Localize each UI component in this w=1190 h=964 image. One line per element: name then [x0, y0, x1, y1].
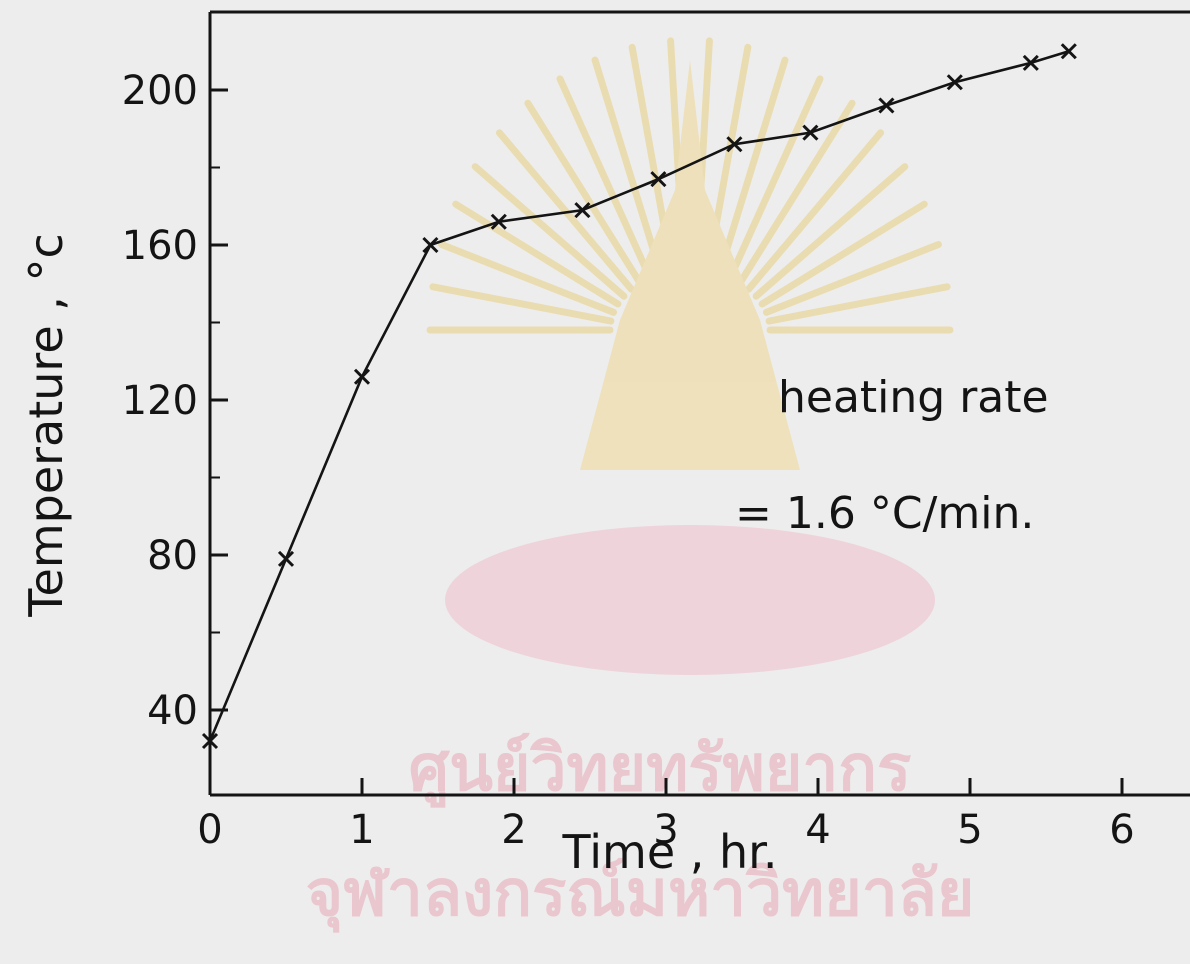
- x-axis-title: Time , hr.: [562, 825, 778, 879]
- watermark-ray: [692, 37, 713, 274]
- data-point-mark: [726, 136, 743, 153]
- series-temperature: [201, 43, 1077, 750]
- data-point-4: [490, 213, 507, 230]
- x-tick-label-1: 1: [349, 807, 374, 853]
- watermark-ray: [715, 56, 789, 278]
- data-point-9: [878, 97, 895, 114]
- x-tick-label-6: 6: [1109, 807, 1134, 853]
- watermark-ray: [667, 37, 688, 274]
- data-point-mark: [878, 97, 895, 114]
- watermark-stupa: [580, 60, 800, 470]
- x-tick-label-5: 5: [957, 807, 982, 853]
- data-point-mark: [1022, 54, 1039, 71]
- watermark-ray: [452, 200, 622, 308]
- watermark-ray: [758, 200, 928, 308]
- x-tick-label-3: 3: [653, 807, 678, 853]
- watermark-line-2: จุฬาลงกรณ์มหาวิทยาลัย: [306, 857, 975, 933]
- data-point-mark: [353, 368, 371, 385]
- annotation-rate-value: = 1.6 °C/min.: [735, 488, 1034, 539]
- watermark-ray: [726, 75, 824, 282]
- data-point-mark: [490, 213, 507, 230]
- watermark-ray: [704, 43, 752, 276]
- watermark-ray: [438, 241, 618, 316]
- data-point-6: [650, 171, 667, 188]
- watermark-emblem: [426, 37, 954, 675]
- watermark-line-1: ศูนย์วิทยทรัพยากร: [409, 732, 912, 808]
- watermark-rays: [426, 37, 954, 334]
- data-point-mark: [802, 124, 819, 141]
- data-point-8: [802, 124, 819, 141]
- data-point-3: [422, 236, 439, 254]
- data-point-7: [726, 136, 743, 153]
- data-point-10: [946, 74, 963, 91]
- plot-frame: [208, 10, 1190, 797]
- data-point-mark: [574, 202, 591, 219]
- watermark-base: [445, 525, 935, 675]
- data-point-11: [1022, 54, 1039, 71]
- data-point-mark: [422, 236, 439, 254]
- watermark-ray: [765, 283, 951, 325]
- y-tick-label-40: 40: [147, 688, 198, 734]
- watermark-ray: [556, 75, 654, 282]
- data-point-mark: [650, 171, 667, 188]
- y-tick-label-200: 200: [122, 68, 198, 114]
- watermark-ray: [752, 163, 909, 300]
- x-tick-label-2: 2: [501, 807, 526, 853]
- data-point-5: [574, 202, 591, 219]
- y-axis-title: Temperature , °c: [19, 233, 73, 618]
- watermark-ray: [524, 99, 644, 287]
- watermark-ray: [628, 43, 676, 276]
- annotation-heating-rate: heating rate: [778, 372, 1049, 423]
- data-point-2: [353, 368, 371, 385]
- x-tick-label-0: 0: [197, 807, 222, 853]
- watermark-ray: [745, 129, 885, 293]
- data-point-mark: [201, 732, 219, 750]
- data-point-12: [1060, 43, 1077, 60]
- x-tick-label-4: 4: [805, 807, 830, 853]
- y-axis-ticks: 40 80 120 160 200: [122, 68, 228, 734]
- data-point-mark: [277, 550, 295, 567]
- watermark-ray: [429, 283, 615, 325]
- data-point-mark: [1060, 43, 1077, 60]
- watermark-ray: [471, 163, 628, 300]
- watermark-ray: [762, 241, 942, 316]
- watermark-ray: [591, 56, 665, 278]
- watermark-ray: [495, 129, 635, 293]
- y-tick-label-80: 80: [147, 533, 198, 579]
- data-point-0: [201, 732, 219, 750]
- y-tick-label-120: 120: [122, 378, 198, 424]
- data-point-1: [277, 550, 295, 567]
- watermark-ray: [736, 99, 856, 287]
- x-axis-ticks: 0 1 2 3 4 5 6: [197, 778, 1135, 853]
- y-tick-label-160: 160: [122, 223, 198, 269]
- data-point-mark: [946, 74, 963, 91]
